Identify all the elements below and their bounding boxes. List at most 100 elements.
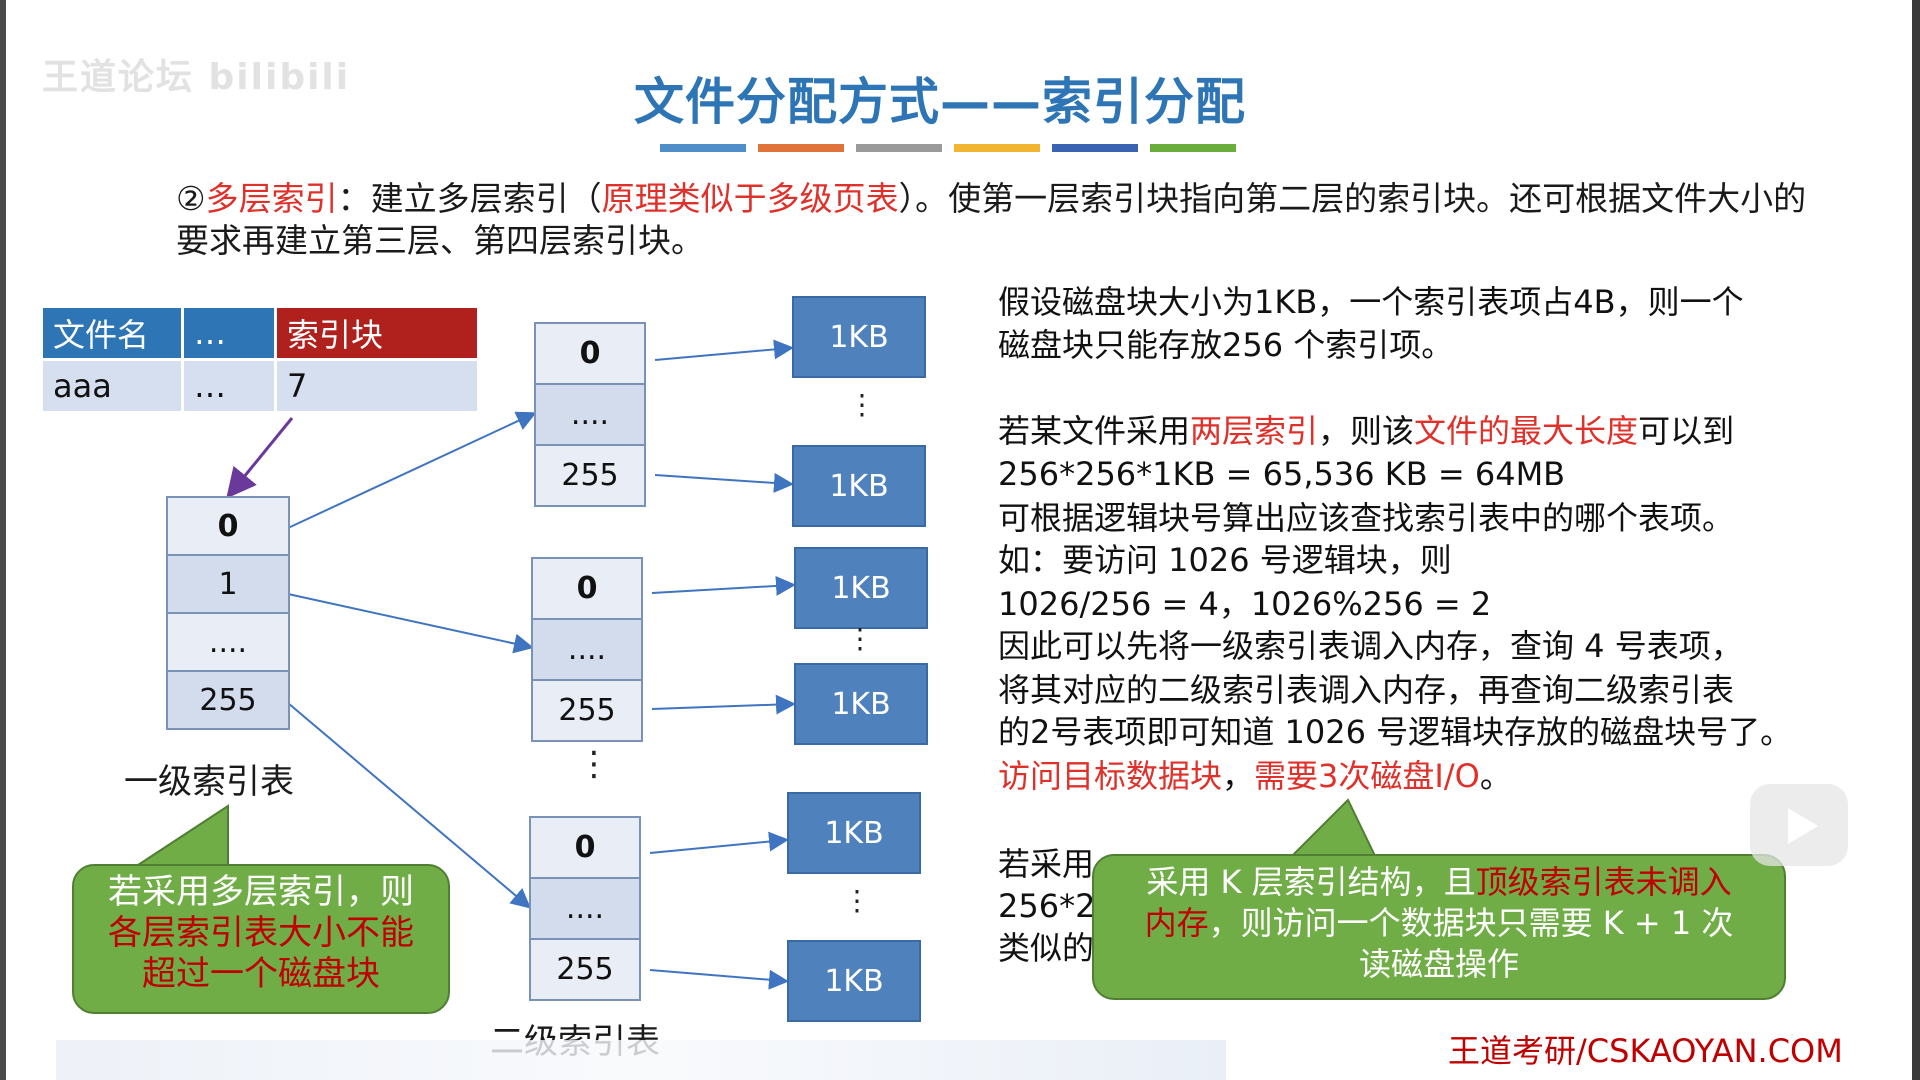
callout-line: 若采用多层索引，则 [108,872,414,912]
left-frame-edge [0,0,6,1080]
level2-cell: 255 [531,938,639,999]
text-highlight: 访问目标数据块 [998,757,1223,795]
title-bar-2 [758,144,844,152]
play-icon[interactable] [1750,784,1848,866]
text-logical-lookup: 可根据逻辑块号算出应该查找索引表中的哪个表项。 [998,499,1735,537]
level1-cell: 1 [168,554,288,612]
header-index-block: 索引块 [277,308,477,358]
level2-cell: .... [531,877,639,938]
header-filename: 文件名 [43,308,181,358]
title-bar-1 [660,144,746,152]
file-table-header: 文件名 … 索引块 [43,308,477,358]
data-block: 1KB [794,663,928,745]
text-example: 如：要访问 1026 号逻辑块，则 [998,541,1452,579]
level1-cell: .... [168,612,288,670]
arrow-c255-to-block [649,969,789,990]
level2-ellipsis: ⋮ [577,744,611,784]
slide-title: 文件分配方式——索引分配 [634,73,1246,131]
arrow-a0-to-block [654,339,794,361]
text-highlight: 需要3次磁盘I/O [1254,757,1480,795]
title-bar-6 [1150,144,1236,152]
level2-index-table: 0 .... 255 [534,322,646,507]
watermark: 王道论坛 bilibili [42,57,351,98]
left-bubble-tail [131,804,229,868]
text-step-3: 的2号表项即可知道 1026 号逻辑块存放的磁盘块号了。 [998,713,1793,751]
intro-text-1: ：建立多层索引（ [337,179,602,218]
file-directory-table: 文件名 … 索引块 aaa … 7 [40,305,480,414]
intro-analogy: 原理类似于多级页表 [601,179,899,218]
text-partial-1: 若采用 [998,845,1095,883]
header-ellipsis: … [184,308,274,358]
text-segment: ，则访问一个数据块只需要 K + 1 次 [1208,904,1734,942]
text-max-size-calc: 256*256*1KB = 65,536 KB = 64MB [998,455,1566,493]
level1-index-table: 0 1 .... 255 [166,496,290,730]
text-segment: 若某文件采用 [998,412,1191,450]
level2-cell: .... [536,383,644,444]
text-index-count: 磁盘块只能存放256 个索引项。 [998,326,1454,364]
block-ellipsis: ⋮ [848,388,876,421]
level2-cell: 255 [533,679,641,740]
cell-ellipsis: … [184,361,274,411]
text-block-size: 假设磁盘块大小为1KB，一个索引表项占4B，则一个 [998,283,1744,321]
right-frame-edge [1912,0,1920,1080]
intro-number: ② [176,179,206,218]
bottom-strip [56,1040,1226,1080]
data-block: 1KB [787,940,921,1022]
arrow-l1-0-to-table-a [287,411,537,529]
data-block: 1KB [794,547,928,629]
text-step-2: 将其对应的二级索引表调入内存，再查询二级索引表 [998,671,1735,709]
arrow-l1-1-to-table-b [287,593,534,654]
text-highlight: 内存 [1144,904,1209,942]
text-two-level: 若某文件采用两层索引，则该文件的最大长度可以到 [998,411,1878,451]
title-color-bars [660,144,1236,152]
data-block: 1KB [792,296,926,378]
level2-cell: .... [533,618,641,679]
text-partial-3: 类似的 [998,929,1095,967]
callout-line-highlight: 超过一个磁盘块 [142,954,380,994]
intro-text-2: ）。使第一层索引块指向第二层的索引块。还可根据文件大小的要求再建立第三层、第四层… [176,179,1807,260]
level2-index-table: 0 .... 255 [531,557,643,742]
arrow-c0-to-block [649,831,789,854]
callout-line: 读磁盘操作 [1358,945,1519,983]
arrow-a255-to-block [654,472,794,493]
text-segment: 采用 K 层索引结构，且 [1146,863,1476,901]
level2-cell: 0 [533,559,641,618]
text-highlight: 两层索引 [1190,412,1319,450]
level1-cell: 0 [168,498,288,554]
level1-cell: 255 [168,670,288,728]
arrow-b0-to-block [651,575,796,596]
text-highlight: 文件的最大长度 [1414,412,1639,450]
title-bar-5 [1052,144,1138,152]
cell-filename: aaa [43,361,181,411]
data-block: 1KB [787,792,921,874]
level2-cell: 0 [531,818,639,877]
block-ellipsis: ⋮ [846,622,874,655]
text-example-calc: 1026/256 = 4，1026%256 = 2 [998,585,1492,623]
data-block: 1KB [792,445,926,527]
callout-line-highlight: 各层索引表大小不能 [108,913,414,953]
callout-right: 采用 K 层索引结构，且顶级索引表未调入 内存，则访问一个数据块只需要 K + … [1092,854,1786,1000]
level2-cell: 255 [536,444,644,505]
level2-index-table: 0 .... 255 [529,816,641,1001]
text-io-count: 访问目标数据块，需要3次磁盘I/O。 [998,756,1878,796]
level2-cell: 0 [536,324,644,383]
title-bar-3 [856,144,942,152]
intro-term: 多层索引 [205,179,338,218]
block-ellipsis: ⋮ [843,884,871,917]
cell-index-block: 7 [277,361,477,411]
file-table-row: aaa … 7 [43,361,477,411]
title-bar-4 [954,144,1040,152]
footer-brand: 王道考研/CSKAOYAN.COM [1448,1032,1843,1070]
callout-line: 采用 K 层索引结构，且顶级索引表未调入 [1094,862,1784,903]
text-segment: ， [1222,757,1255,795]
text-highlight: 顶级索引表未调入 [1475,863,1732,901]
level1-caption: 一级索引表 [124,762,294,802]
text-segment: 可以到 [1638,412,1735,450]
text-segment: 。 [1479,757,1512,795]
intro-paragraph: ②多层索引：建立多层索引（原理类似于多级页表）。使第一层索引块指向第二层的索引块… [176,178,1826,262]
text-segment: ，则该 [1318,412,1415,450]
text-step-1: 因此可以先将一级索引表调入内存，查询 4 号表项， [998,627,1743,665]
arrow-file-to-level1 [226,417,294,499]
callout-left: 若采用多层索引，则 各层索引表大小不能 超过一个磁盘块 [72,864,450,1014]
callout-line: 内存，则访问一个数据块只需要 K + 1 次 [1094,903,1784,944]
